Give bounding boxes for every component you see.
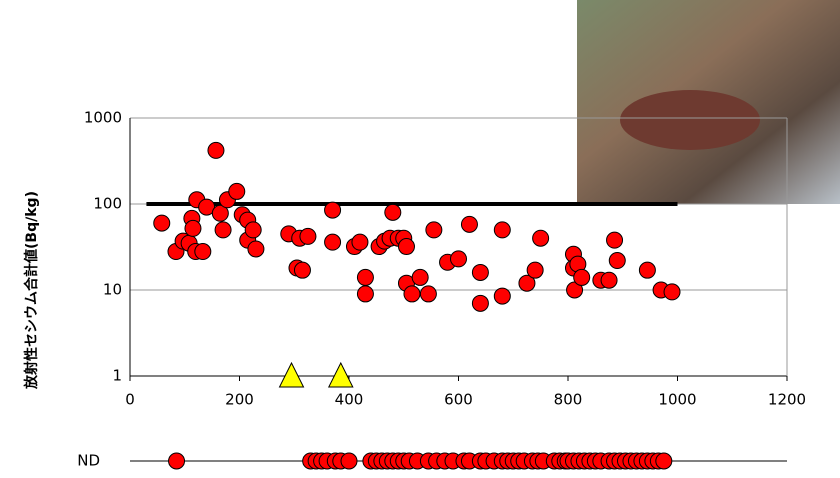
y-tick-label: 1000	[84, 109, 122, 127]
point	[526, 261, 544, 279]
x-tick-label: 400	[335, 391, 364, 409]
point	[244, 221, 262, 239]
point	[194, 243, 212, 261]
point	[293, 261, 311, 279]
point	[471, 263, 489, 281]
point	[299, 227, 317, 245]
triangle-point	[278, 361, 305, 388]
nd-point	[655, 452, 673, 470]
x-tick-label: 800	[554, 391, 583, 409]
point	[351, 233, 369, 251]
point	[471, 294, 489, 312]
nd-point	[340, 452, 358, 470]
point	[518, 274, 536, 292]
point	[247, 240, 265, 258]
point	[411, 268, 429, 286]
point	[356, 285, 374, 303]
x-tick-label: 1000	[658, 391, 696, 409]
point	[384, 203, 402, 221]
point	[324, 233, 342, 251]
point	[573, 268, 591, 286]
nd-point	[168, 452, 186, 470]
point	[207, 141, 225, 159]
point	[425, 221, 443, 239]
point	[450, 250, 467, 268]
point	[460, 215, 478, 233]
point	[184, 219, 202, 237]
point	[606, 231, 624, 249]
point	[211, 204, 229, 222]
point	[663, 283, 681, 301]
y-axis-title: 放射性セシウム合計値(Bq/kg)	[23, 191, 40, 390]
x-tick-label: 1200	[768, 391, 806, 409]
point	[153, 214, 171, 232]
x-tick-label: 200	[225, 391, 254, 409]
triangle-point	[327, 361, 354, 388]
x-tick-label: 600	[444, 391, 473, 409]
point	[600, 271, 618, 289]
y-tick-label: 10	[103, 281, 122, 299]
point	[638, 261, 656, 279]
x-tick-label: 0	[125, 391, 135, 409]
point	[608, 252, 626, 270]
point	[493, 287, 511, 305]
point	[493, 221, 511, 239]
point	[403, 285, 421, 303]
y-tick-label: 1	[112, 367, 122, 385]
y-tick-label: 100	[93, 195, 122, 213]
point	[214, 221, 232, 239]
photo-detail	[620, 90, 760, 150]
point	[356, 268, 374, 286]
point	[324, 201, 342, 219]
point	[397, 238, 415, 256]
point	[532, 229, 550, 247]
point	[419, 285, 437, 303]
point	[228, 182, 246, 200]
nd-label: ND	[77, 452, 100, 470]
